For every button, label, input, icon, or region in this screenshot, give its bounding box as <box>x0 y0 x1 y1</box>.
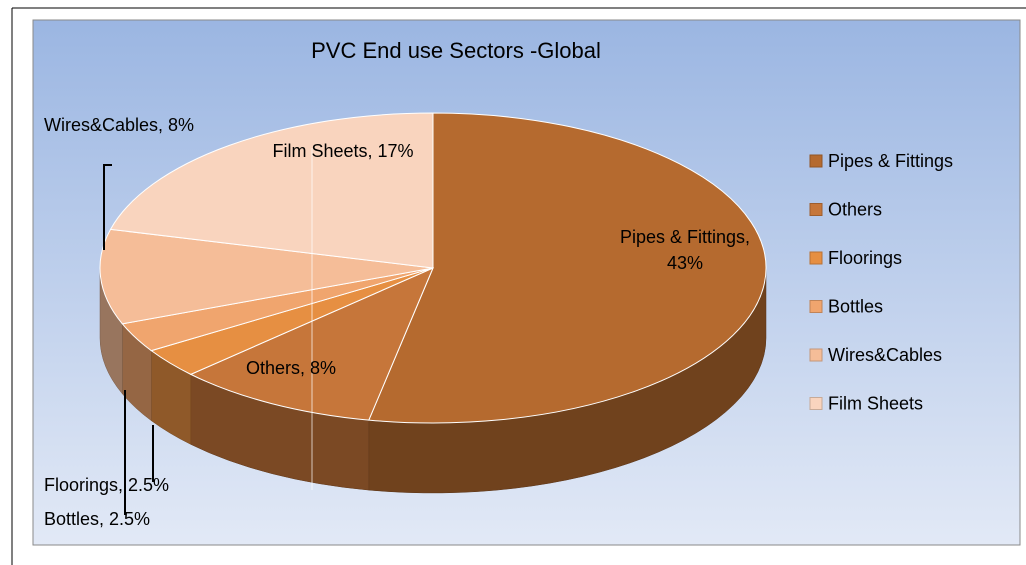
data-label: Others, 8% <box>245 358 337 378</box>
data-label: Film Sheets, 17% <box>272 141 414 161</box>
slice <box>99 228 434 325</box>
legend-swatch <box>809 300 823 313</box>
slice <box>368 112 767 424</box>
slice <box>109 112 434 269</box>
data-label: Bottles, 2.5% <box>44 509 151 529</box>
leader-line <box>103 164 112 250</box>
chart-title: PVC End use Sectors -Global <box>311 38 601 63</box>
legend-swatch <box>809 154 823 168</box>
legend-swatch <box>809 397 823 410</box>
legend-swatch <box>809 251 823 265</box>
legend-label: Film Sheets <box>828 393 923 413</box>
legend-label: Others <box>828 199 882 219</box>
legend-swatch <box>809 203 823 216</box>
leader-lines <box>103 164 154 515</box>
data-label: Pipes & Fittings, 43% <box>619 227 751 273</box>
legend-label: Floorings <box>828 248 902 268</box>
legend-label: Wires&Cables <box>828 345 942 365</box>
data-label: Wires&Cables, 8% <box>44 115 195 135</box>
legend-swatch <box>809 348 823 362</box>
legend-label: Pipes & Fittings <box>828 151 953 171</box>
legend-label: Bottles <box>828 296 883 316</box>
data-label: Floorings, 2.5% <box>44 475 170 495</box>
